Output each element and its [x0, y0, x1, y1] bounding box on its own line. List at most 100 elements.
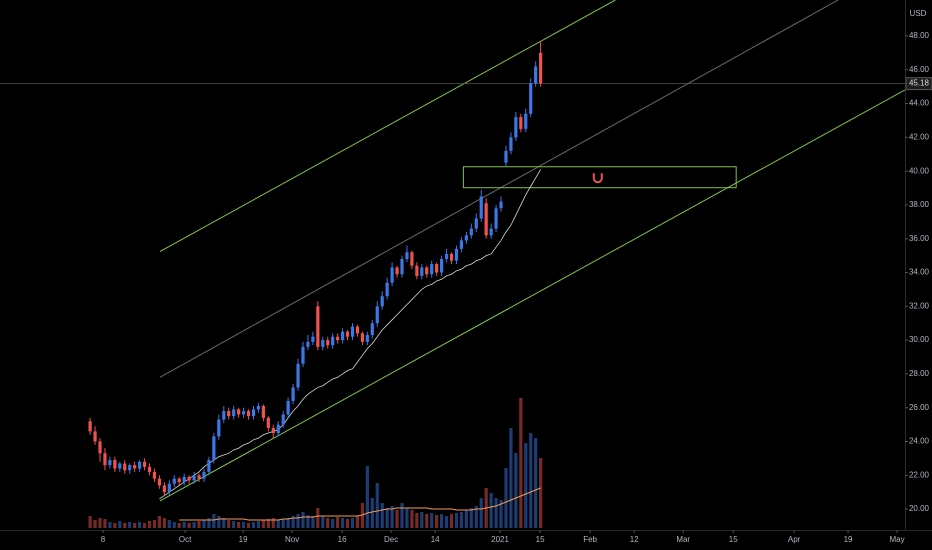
- x-tick-label: Mar: [676, 535, 690, 544]
- candle-body: [444, 253, 449, 260]
- candle-body: [459, 240, 464, 249]
- candle-body: [202, 471, 206, 479]
- volume-bar: [157, 516, 162, 528]
- y-tick-label: 44.00: [909, 99, 930, 108]
- volume-bar: [246, 523, 251, 528]
- candle-body: [524, 113, 528, 129]
- x-tick-label: Nov: [285, 535, 299, 544]
- candle-body: [108, 460, 112, 466]
- volume-bar: [291, 516, 295, 528]
- candle-body: [192, 475, 196, 481]
- volume-bar: [306, 515, 310, 528]
- candle-body: [410, 252, 414, 266]
- candle-body: [207, 460, 211, 472]
- volume-bar: [93, 520, 97, 528]
- volume-bar: [489, 493, 493, 528]
- candle-body: [291, 387, 295, 401]
- candle-body: [425, 267, 429, 275]
- volume-bar: [177, 523, 181, 528]
- y-tick-label: 30.00: [909, 335, 930, 344]
- volume-bar: [430, 513, 434, 528]
- volume-bar: [187, 523, 191, 528]
- candle-body: [489, 228, 493, 236]
- volume-bar: [425, 514, 429, 528]
- candle-body: [375, 306, 379, 324]
- magnet-icon: [592, 173, 603, 184]
- volume-bar: [98, 518, 102, 528]
- candle-body: [246, 411, 251, 417]
- candle-body: [340, 331, 345, 341]
- x-tick-label: 19: [844, 535, 853, 544]
- candle-body: [365, 335, 369, 342]
- y-tick-label: 22.00: [909, 470, 930, 479]
- zone-box: [462, 166, 737, 189]
- volume-bar: [123, 523, 127, 528]
- volume-bar: [222, 518, 226, 528]
- volume-bar: [138, 522, 142, 528]
- candle-body: [331, 336, 335, 346]
- candle-body: [336, 336, 340, 341]
- y-tick-label: 20.00: [909, 504, 930, 513]
- candle-body: [133, 465, 137, 469]
- candle-body: [400, 259, 404, 275]
- candle-body: [118, 463, 122, 469]
- candle-body: [440, 259, 444, 273]
- last-price-label: 45.18: [909, 79, 930, 88]
- y-tick-label: 48.00: [909, 31, 930, 40]
- candle-body: [484, 203, 488, 236]
- candle-body: [534, 66, 538, 84]
- candle-body: [474, 218, 478, 229]
- y-tick-label: 40.00: [909, 166, 930, 175]
- candle-body: [197, 475, 201, 479]
- volume-bar: [202, 520, 206, 528]
- y-tick-label: 46.00: [909, 65, 930, 74]
- volume-bar: [420, 512, 424, 528]
- volume-bar: [113, 523, 117, 528]
- volume-bar: [514, 453, 518, 528]
- volume-bar: [464, 510, 468, 528]
- volume-bar: [142, 523, 147, 528]
- candle-body: [464, 235, 468, 241]
- candle-body: [469, 228, 473, 236]
- volume-bar: [286, 518, 290, 528]
- x-tick-label: 15: [536, 535, 545, 544]
- x-tick-label: Oct: [179, 535, 192, 544]
- volume-bar: [509, 428, 513, 528]
- currency-label: USD: [910, 9, 927, 18]
- candle-body: [519, 117, 523, 129]
- candle-body: [504, 150, 508, 163]
- volume-bar: [251, 522, 256, 528]
- volume-bar: [355, 516, 360, 528]
- candle-body: [494, 208, 498, 229]
- candle-body: [296, 363, 300, 388]
- volume-bar: [435, 515, 439, 528]
- volume-bar: [212, 514, 216, 528]
- volume-bar: [192, 522, 196, 528]
- volume-bar: [370, 498, 374, 528]
- candle-body: [395, 267, 399, 275]
- volume-bar: [128, 522, 132, 528]
- volume-bar: [241, 522, 246, 528]
- candle-body: [222, 411, 226, 420]
- candle-body: [355, 326, 360, 334]
- candle-body: [162, 485, 166, 493]
- volume-bar: [266, 519, 270, 528]
- candle-body: [266, 417, 270, 428]
- candle-body: [435, 264, 439, 273]
- volume-bar: [88, 516, 92, 528]
- volume-bar: [281, 519, 285, 528]
- candle-body: [479, 196, 483, 219]
- volume-bar: [276, 520, 280, 528]
- x-tick-label: 15: [729, 535, 738, 544]
- candle-body: [256, 406, 261, 410]
- candle-body: [360, 333, 364, 342]
- volume-bar: [504, 468, 508, 528]
- volume-bar: [365, 466, 369, 528]
- volume-bar: [182, 522, 186, 528]
- candle-body: [390, 267, 394, 283]
- candle-body: [147, 466, 152, 472]
- x-tick-label: Dec: [384, 535, 398, 544]
- volume-bar: [454, 513, 459, 528]
- candle-body: [281, 414, 285, 425]
- candle-body: [415, 265, 419, 276]
